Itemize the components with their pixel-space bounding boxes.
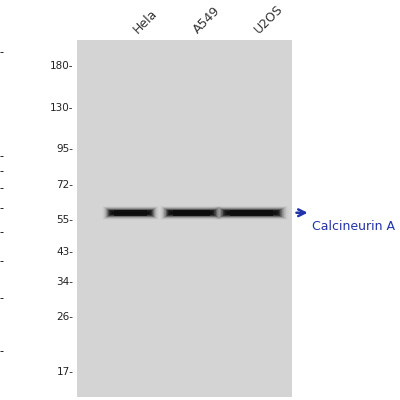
Text: 130-: 130-	[50, 103, 73, 113]
Text: 180-: 180-	[50, 61, 73, 71]
Text: U2OS: U2OS	[252, 2, 286, 36]
Bar	[77, 40, 292, 397]
Text: 95-: 95-	[56, 144, 73, 154]
Text: 55-: 55-	[56, 215, 73, 225]
Text: 34-: 34-	[56, 277, 73, 287]
Text: 26-: 26-	[56, 312, 73, 322]
Text: 72-: 72-	[56, 180, 73, 190]
Text: Hela: Hela	[130, 7, 160, 36]
Text: A549: A549	[191, 4, 223, 36]
Text: 17-: 17-	[56, 367, 73, 377]
Text: Calcineurin A: Calcineurin A	[312, 220, 395, 233]
Text: 43-: 43-	[56, 246, 73, 256]
